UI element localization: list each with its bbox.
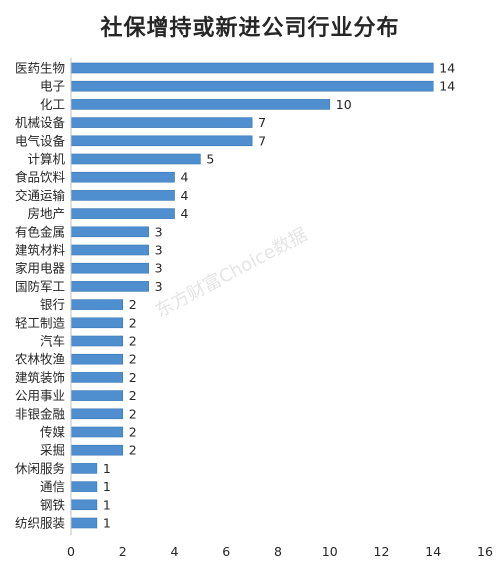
bar [70, 517, 98, 529]
category-label: 医药生物 [15, 61, 65, 76]
category-label: 计算机 [27, 152, 65, 167]
data-label: 4 [181, 170, 189, 185]
data-label: 1 [103, 516, 111, 531]
data-label: 2 [129, 370, 137, 385]
data-label: 3 [155, 279, 163, 294]
category-label: 轻工制造 [15, 315, 66, 330]
bar [70, 444, 124, 456]
x-tick-label: 12 [374, 544, 390, 559]
data-label: 2 [129, 315, 137, 330]
bar [70, 117, 253, 128]
x-tick-label: 4 [171, 544, 179, 559]
data-label: 14 [439, 61, 455, 76]
bar [70, 80, 434, 92]
bar [70, 463, 98, 474]
bar [70, 299, 124, 310]
bar [70, 244, 149, 256]
data-label: 3 [155, 261, 163, 276]
category-label: 食品饮料 [15, 170, 66, 185]
category-label: 休闲服务 [15, 461, 65, 476]
data-label: 7 [258, 115, 266, 130]
data-label: 2 [129, 388, 137, 403]
category-label: 汽车 [40, 334, 65, 349]
category-label: 通信 [40, 479, 65, 494]
x-tick-label: 0 [67, 544, 75, 559]
bar [70, 281, 149, 292]
x-tick-label: 2 [119, 544, 127, 559]
x-tick-label: 10 [322, 544, 338, 559]
category-label: 采掘 [40, 443, 65, 458]
bar [70, 372, 124, 383]
chart-title: 社保增持或新进公司行业分布 [100, 16, 400, 41]
x-tick-label: 6 [222, 544, 230, 559]
bar [70, 190, 175, 201]
bar [70, 208, 175, 219]
data-label: 2 [129, 352, 137, 367]
data-label: 10 [336, 97, 352, 112]
data-label: 14 [439, 79, 455, 94]
category-label: 农林牧渔 [15, 352, 65, 367]
bar [70, 226, 149, 238]
category-label: 有色金属 [15, 224, 65, 239]
bar [70, 390, 124, 401]
bar [70, 99, 331, 110]
data-label: 4 [181, 206, 189, 221]
bar [70, 171, 175, 183]
category-label: 建筑材料 [15, 243, 66, 258]
category-label: 房地产 [27, 206, 65, 221]
bar [70, 62, 434, 74]
data-label: 2 [129, 406, 137, 421]
data-label: 1 [103, 497, 111, 512]
data-label: 1 [103, 479, 111, 494]
bar [70, 426, 124, 438]
category-label: 国防军工 [15, 279, 65, 294]
bar [70, 335, 124, 347]
category-label: 电子 [40, 79, 65, 94]
data-label: 4 [181, 188, 189, 203]
category-label: 化工 [40, 97, 65, 112]
data-label: 5 [206, 152, 214, 167]
category-label: 电气设备 [15, 133, 66, 148]
bar [70, 408, 124, 420]
bar [70, 499, 98, 511]
category-label: 公用事业 [15, 388, 65, 403]
category-label: 纺织服装 [15, 516, 65, 531]
category-label: 家用电器 [15, 261, 66, 276]
category-label: 建筑装饰 [15, 370, 65, 385]
data-label: 1 [103, 461, 111, 476]
category-label: 钢铁 [40, 497, 66, 512]
x-tick-label: 14 [425, 544, 441, 559]
data-label: 2 [129, 443, 137, 458]
data-label: 7 [258, 133, 266, 148]
data-label: 3 [155, 224, 163, 239]
bar [70, 135, 253, 147]
category-label: 传媒 [40, 425, 66, 440]
bar [70, 262, 149, 274]
bar [70, 317, 124, 329]
category-label: 非银金融 [15, 406, 66, 421]
category-label: 银行 [40, 297, 65, 312]
bar [70, 353, 124, 365]
data-label: 3 [155, 243, 163, 258]
data-label: 2 [129, 297, 137, 312]
x-tick-label: 8 [274, 544, 282, 559]
data-label: 2 [129, 334, 137, 349]
category-label: 机械设备 [15, 115, 66, 130]
data-label: 2 [129, 425, 137, 440]
bar [70, 153, 201, 165]
category-label: 交通运输 [15, 188, 66, 203]
bar [70, 481, 98, 492]
x-tick-label: 16 [477, 544, 493, 559]
